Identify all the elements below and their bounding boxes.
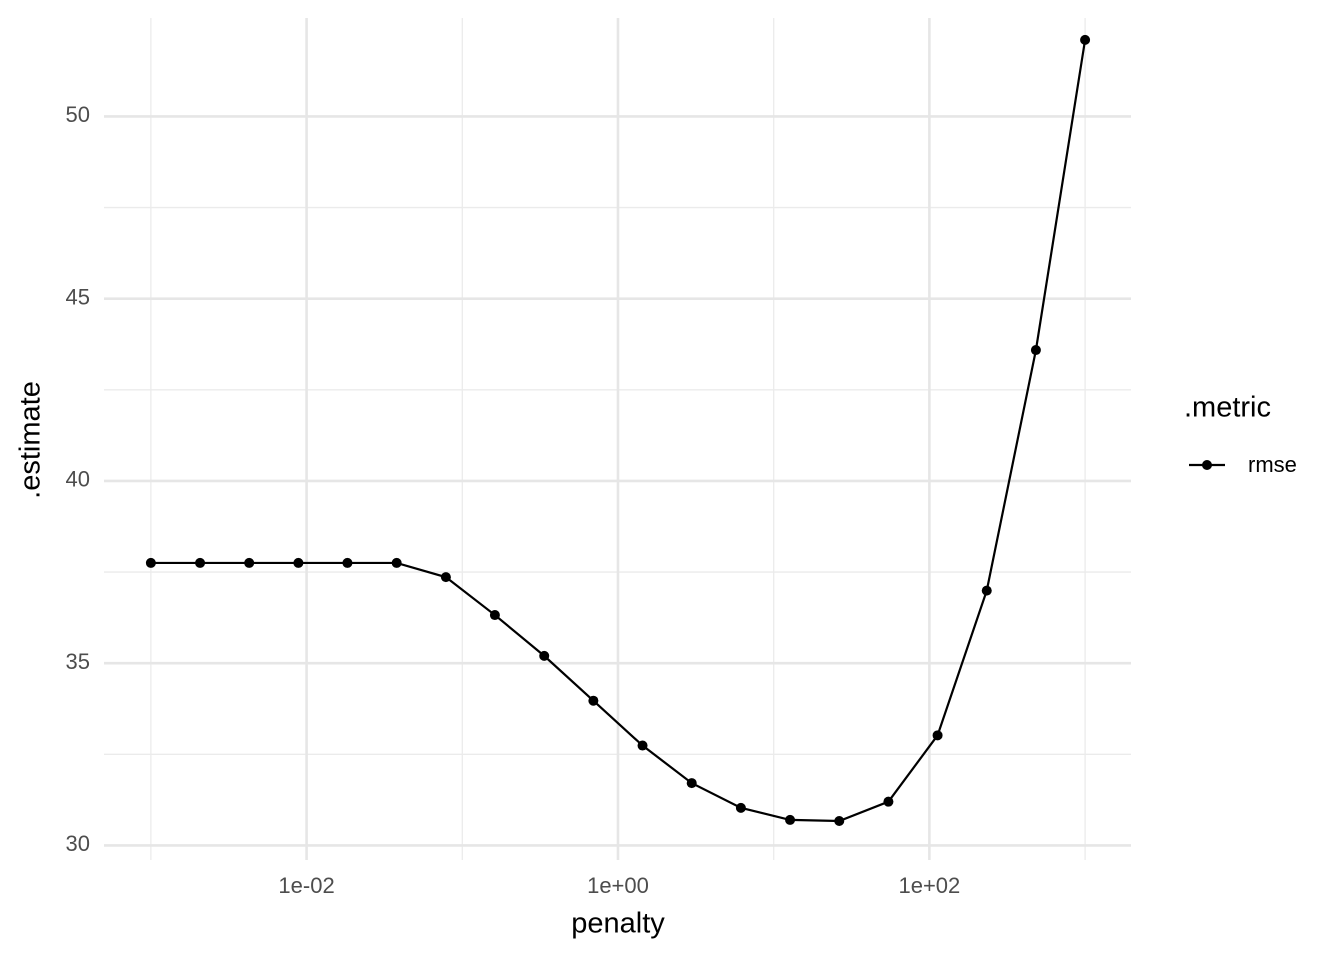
point <box>539 650 550 661</box>
point <box>293 557 304 568</box>
point <box>834 815 845 826</box>
point <box>686 778 697 789</box>
x-axis-title: penalty <box>571 908 665 940</box>
y-tick-label: 50 <box>66 102 90 127</box>
point <box>735 802 746 813</box>
point <box>489 610 500 621</box>
y-tick-label: 45 <box>66 284 90 309</box>
point <box>785 814 796 825</box>
y-tick-label: 40 <box>66 467 90 492</box>
legend: rmse <box>1189 452 1297 477</box>
legend-title: .metric <box>1184 392 1271 424</box>
y-axis-title: .estimate <box>15 381 47 499</box>
point <box>588 695 599 706</box>
line <box>150 39 1087 823</box>
y-tick-label: 30 <box>66 831 90 856</box>
point <box>1030 345 1041 356</box>
point <box>981 585 992 596</box>
y-tick-label: 35 <box>66 649 90 674</box>
x-tick-label: 1e+02 <box>898 873 960 898</box>
legend-key-point <box>1202 460 1212 470</box>
point <box>244 557 255 568</box>
point <box>195 557 206 568</box>
point <box>932 730 943 741</box>
point <box>391 557 402 568</box>
point <box>145 557 156 568</box>
point <box>637 740 648 751</box>
grid: 30 35 40 45 50 1e-02 1e+00 1e+02 <box>66 18 1131 898</box>
x-tick-label: 1e-02 <box>278 873 334 898</box>
point <box>883 796 894 807</box>
marks <box>145 34 1091 826</box>
x-tick-label: 1e+00 <box>587 873 649 898</box>
legend-label: rmse <box>1248 452 1297 477</box>
point <box>440 572 451 583</box>
point <box>342 557 353 568</box>
point <box>1080 34 1091 45</box>
